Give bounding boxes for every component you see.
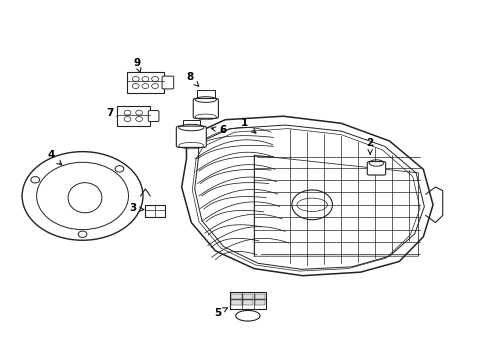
Text: 3: 3 [129, 203, 143, 213]
FancyBboxPatch shape [197, 90, 214, 100]
FancyBboxPatch shape [176, 126, 206, 147]
FancyBboxPatch shape [182, 120, 200, 129]
Text: 7: 7 [106, 108, 122, 118]
FancyBboxPatch shape [162, 76, 173, 89]
Text: 9: 9 [133, 58, 141, 73]
Text: 5: 5 [214, 308, 227, 318]
Text: 8: 8 [186, 72, 198, 86]
FancyBboxPatch shape [148, 111, 159, 122]
FancyBboxPatch shape [117, 107, 149, 126]
FancyBboxPatch shape [231, 300, 241, 306]
FancyBboxPatch shape [254, 300, 264, 306]
FancyBboxPatch shape [193, 99, 218, 118]
FancyBboxPatch shape [145, 205, 164, 216]
Text: 6: 6 [211, 125, 226, 135]
Text: 4: 4 [47, 150, 61, 165]
FancyBboxPatch shape [243, 294, 253, 299]
FancyBboxPatch shape [231, 294, 241, 299]
FancyBboxPatch shape [254, 294, 264, 299]
FancyBboxPatch shape [127, 72, 163, 93]
FancyBboxPatch shape [243, 300, 253, 306]
Text: 2: 2 [366, 138, 373, 154]
FancyBboxPatch shape [366, 162, 385, 175]
Text: 1: 1 [241, 118, 255, 133]
